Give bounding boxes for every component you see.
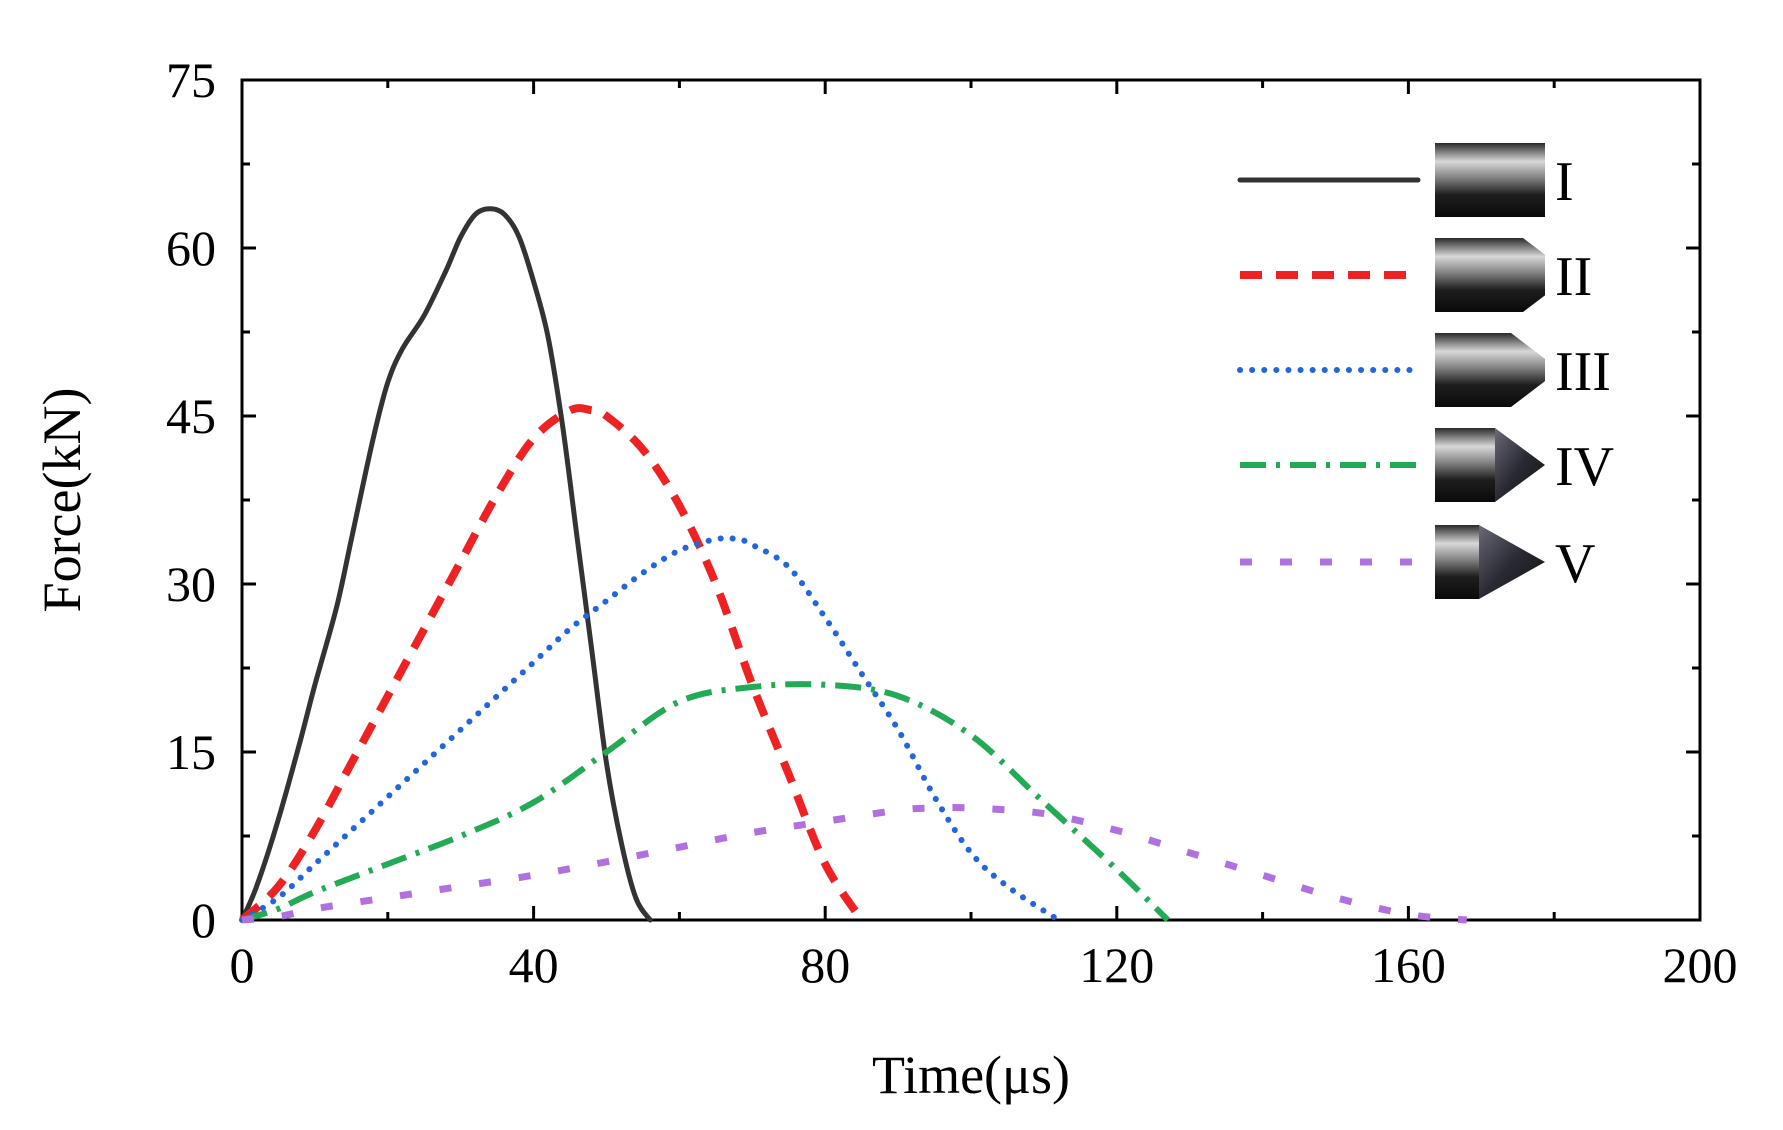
flat-nose-projectile-icon	[1435, 143, 1545, 217]
y-tick-label: 60	[166, 220, 216, 276]
legend-label-i: I	[1555, 151, 1574, 213]
series-line-iii	[239, 535, 1062, 923]
axis-tick-labels: 0 40 80 120 160 200 0 15 30 45 60 75	[166, 52, 1738, 993]
x-tick-label: 80	[800, 937, 850, 993]
series-line-iv	[241, 681, 1170, 923]
y-tick-label: 30	[166, 556, 216, 612]
x-tick-label: 0	[230, 937, 255, 993]
axis-ticks	[240, 78, 1702, 922]
y-axis-label: Force(kN)	[32, 388, 92, 613]
y-tick-label: 75	[166, 52, 216, 108]
series-line-ii	[239, 404, 865, 924]
x-tick-label: 200	[1663, 937, 1738, 993]
series-layer	[239, 206, 1468, 924]
short-cone-projectile-icon	[1435, 333, 1545, 407]
y-tick-label: 45	[166, 388, 216, 444]
x-tick-label: 160	[1371, 937, 1446, 993]
x-tick-label: 120	[1079, 937, 1154, 993]
blunt-cone-projectile-icon	[1435, 238, 1545, 312]
series-line-i	[239, 206, 653, 923]
legend-label-v: V	[1555, 533, 1595, 595]
y-tick-label: 15	[166, 724, 216, 780]
x-axis-label: Time(μs)	[872, 1045, 1070, 1105]
series-line-v	[241, 803, 1468, 924]
long-cone-projectile-icon	[1435, 428, 1545, 502]
legend-label-ii: II	[1555, 246, 1592, 308]
axes: 0 40 80 120 160 200 0 15 30 45 60 75 Time(μs) Force…	[32, 52, 1738, 1105]
legend-label-iii: III	[1555, 341, 1611, 403]
pointed-cone-projectile-icon	[1435, 525, 1545, 599]
x-tick-label: 40	[509, 937, 559, 993]
legend-label-iv: IV	[1555, 436, 1614, 498]
y-tick-label: 0	[191, 892, 216, 948]
